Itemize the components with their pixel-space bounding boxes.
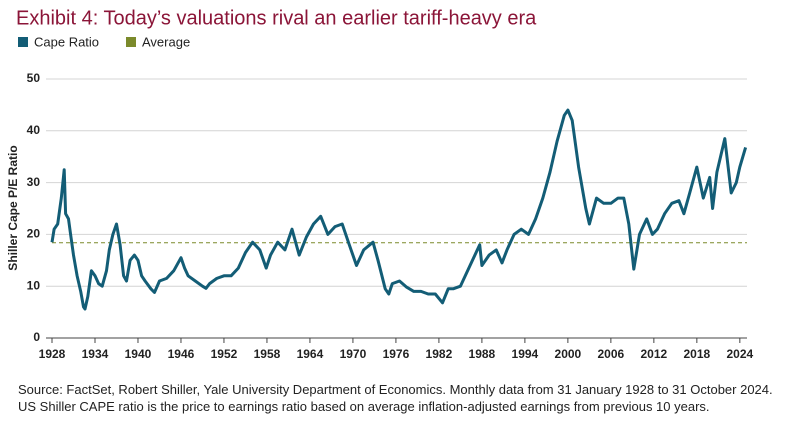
x-tick-label: 1928	[39, 347, 66, 361]
data-line	[50, 108, 748, 311]
y-tick-label: 30	[27, 175, 41, 189]
x-tick-label: 1964	[297, 347, 324, 361]
chart: Exhibit 4: Today’s valuations rival an e…	[6, 7, 753, 361]
y-tick-label: 50	[27, 71, 41, 85]
x-tick-label: 1988	[469, 347, 496, 361]
x-tick-label: 2012	[641, 347, 668, 361]
x-tick-label: 2000	[555, 347, 582, 361]
x-tick-label: 1934	[82, 347, 109, 361]
y-axis-label: Shiller Cape P/E Ratio	[6, 145, 20, 270]
y-tick-label: 0	[33, 330, 40, 344]
x-tick-label: 1952	[211, 347, 238, 361]
y-tick-label: 10	[27, 278, 41, 292]
legend-label: Cape Ratio	[34, 34, 99, 49]
legend-swatch	[126, 37, 136, 47]
x-tick-label: 2024	[726, 347, 753, 361]
x-tick-label: 1982	[426, 347, 453, 361]
x-tick-label: 1976	[383, 347, 410, 361]
legend-label: Average	[142, 34, 190, 49]
legend-swatch	[18, 37, 28, 47]
x-tick-label: 1970	[340, 347, 367, 361]
x-tick-label: 1940	[125, 347, 152, 361]
x-tick-label: 2006	[598, 347, 625, 361]
x-tick-label: 1958	[254, 347, 281, 361]
y-tick-label: 40	[27, 123, 41, 137]
source-note: Source: FactSet, Robert Shiller, Yale Un…	[18, 382, 773, 414]
x-tick-label: 2018	[683, 347, 710, 361]
x-tick-label: 1994	[512, 347, 539, 361]
chart-title: Exhibit 4: Today’s valuations rival an e…	[16, 7, 537, 29]
y-tick-label: 20	[27, 227, 41, 241]
x-tick-label: 1946	[168, 347, 195, 361]
